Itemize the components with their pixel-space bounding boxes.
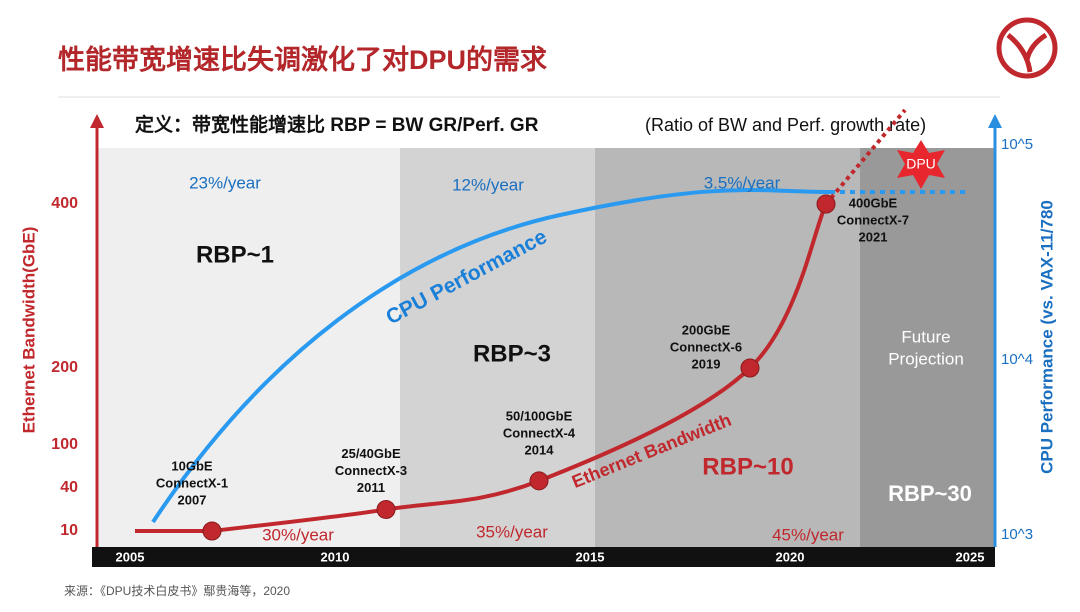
y2-axis-title: CPU Performance (vs. VAX-11/780 <box>1037 200 1056 474</box>
point-label: 10GbE <box>171 458 213 473</box>
cpu-curve <box>151 188 831 524</box>
point-label: ConnectX-4 <box>503 425 576 440</box>
x-tick-label: 2020 <box>776 549 805 564</box>
data-point <box>740 358 760 378</box>
band <box>595 148 860 547</box>
y-tick-label: 100 <box>51 436 78 453</box>
cpu-rate: 3.5%/year <box>704 173 781 192</box>
point-label: ConnectX-1 <box>156 475 228 490</box>
x-axis-bar <box>92 547 995 567</box>
band <box>97 148 400 547</box>
y-tick-label: 40 <box>60 479 78 496</box>
source: 来源：《DPU技术白皮书》鄢贵海等，2020 <box>64 583 290 598</box>
data-point <box>816 194 836 214</box>
y-axis-arrow <box>90 114 104 128</box>
cpu-rate: 12%/year <box>452 175 524 194</box>
point-label: 50/100GbE <box>506 408 573 423</box>
point-label: 2007 <box>178 492 207 507</box>
band <box>860 148 995 547</box>
rbp-label: RBP~30 <box>888 481 972 506</box>
x-tick-label: 2005 <box>116 549 145 564</box>
future-label: Future <box>901 327 950 346</box>
y2-tick-label: 10^4 <box>1001 351 1033 368</box>
x-tick-label: 2015 <box>576 549 605 564</box>
cpu-rate: 23%/year <box>189 173 261 192</box>
y-tick-label: 400 <box>51 195 78 212</box>
point-label: 2011 <box>357 480 385 495</box>
data-point <box>376 500 396 519</box>
y-tick-label: 200 <box>51 359 78 376</box>
rbp-label: RBP~10 <box>702 453 793 480</box>
slide-title: 性能带宽增速比失调激化了对DPU的需求 <box>58 44 547 75</box>
x-tick-label: 2010 <box>321 549 350 564</box>
point-label: 25/40GbE <box>341 446 401 461</box>
logo <box>996 17 1058 79</box>
y2-tick-label: 10^5 <box>1001 136 1033 153</box>
point-label: 2014 <box>525 442 555 457</box>
point-label: ConnectX-7 <box>837 212 909 227</box>
dpu-label: DPU <box>906 156 936 172</box>
subtitle: 定义：带宽性能增速比 RBP = BW GR/Perf. GR <box>135 113 539 136</box>
rbp-label: RBP~3 <box>473 340 551 367</box>
dpu-star <box>897 140 945 189</box>
bw-rate: 45%/year <box>772 525 844 544</box>
y2-axis-arrow <box>988 114 1002 128</box>
point-label: ConnectX-3 <box>335 463 407 478</box>
x-tick-label: 2025 <box>956 549 985 564</box>
data-point <box>529 471 549 491</box>
point-label: 400GbE <box>849 195 898 210</box>
bw-rate: 35%/year <box>476 522 548 541</box>
y-axis-title: Ethernet Bandwidth(GbE) <box>19 227 38 434</box>
y-tick-label: 10 <box>60 522 78 539</box>
point-label: 2021 <box>859 229 888 244</box>
point-label: 200GbE <box>682 322 731 337</box>
point-label: ConnectX-6 <box>670 339 742 354</box>
future-label: Projection <box>888 349 964 368</box>
y2-tick-label: 10^3 <box>1001 526 1033 543</box>
subtitle-note: (Ratio of BW and Perf. growth rate) <box>645 115 926 135</box>
point-label: 2019 <box>692 356 721 371</box>
rbp-label: RBP~1 <box>196 241 274 268</box>
data-point <box>202 521 222 541</box>
bw-rate: 30%/year <box>262 525 334 544</box>
